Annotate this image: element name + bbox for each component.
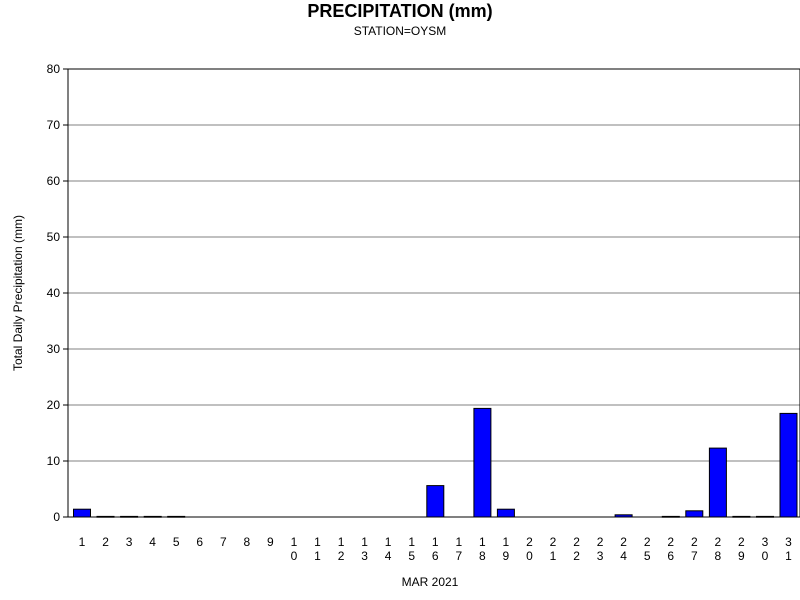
x-tick-label: 8	[244, 535, 251, 549]
y-tick-label: 60	[47, 174, 61, 188]
bar-day-19	[496, 508, 515, 518]
x-tick-label: 3	[126, 535, 133, 549]
grid-lines	[68, 124, 800, 462]
x-tick-label: 6	[196, 535, 203, 549]
y-tick-label: 20	[47, 398, 61, 412]
y-tick-label: 0	[53, 510, 60, 524]
bar-day-27	[685, 510, 704, 518]
y-tick-label: 30	[47, 342, 61, 356]
bar-day-31	[779, 412, 798, 518]
plot-frame	[67, 68, 800, 518]
x-tick-label: 9	[267, 535, 274, 549]
bar-day-28	[708, 447, 727, 518]
y-tick-label: 80	[47, 62, 61, 76]
y-tick-label: 50	[47, 230, 61, 244]
y-tick-label: 70	[47, 118, 61, 132]
chart-title: PRECIPITATION (mm)	[307, 1, 492, 21]
x-axis-label: MAR 2021	[402, 575, 459, 589]
bar-day-1	[73, 508, 91, 518]
x-tick-label: 1	[79, 535, 86, 549]
y-axis-label: Total Daily Precipitation (mm)	[11, 215, 25, 371]
bar-day-18	[473, 407, 492, 518]
x-tick-label: 2	[102, 535, 109, 549]
bar-day-16	[426, 485, 445, 518]
y-tick-label: 40	[47, 286, 61, 300]
chart-subtitle: STATION=OYSM	[354, 24, 447, 38]
x-tick-label: 4	[149, 535, 156, 549]
y-tick-label: 10	[47, 454, 61, 468]
bars	[73, 407, 798, 518]
x-tick-label: 7	[220, 535, 227, 549]
x-tick-label: 5	[173, 535, 180, 549]
